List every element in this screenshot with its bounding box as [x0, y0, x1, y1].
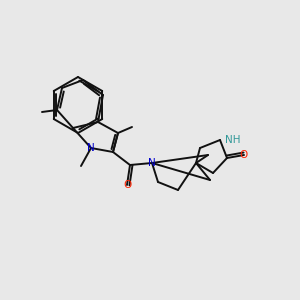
- Text: O: O: [240, 150, 248, 160]
- Text: NH: NH: [225, 135, 241, 145]
- Text: N: N: [148, 158, 156, 168]
- Text: O: O: [123, 180, 131, 190]
- Text: N: N: [87, 143, 95, 153]
